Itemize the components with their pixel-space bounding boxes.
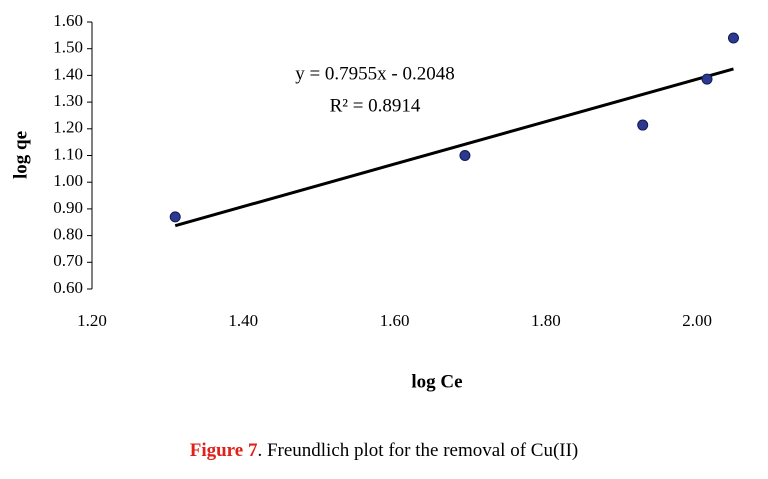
caption: Figure 7. Freundlich plot for the remova… <box>0 440 768 462</box>
x-tick-label: 1.40 <box>228 311 258 330</box>
y-tick-label: 1.50 <box>53 38 83 57</box>
y-tick-label: 0.80 <box>53 225 83 244</box>
x-axis-title: log Ce <box>411 371 462 392</box>
trendline <box>174 67 734 228</box>
y-tick-label: 0.60 <box>53 278 83 297</box>
y-tick-label: 1.10 <box>53 144 83 163</box>
y-tick-label: 1.30 <box>53 91 83 110</box>
y-tick-label: 1.60 <box>53 11 83 30</box>
data-point <box>727 32 739 44</box>
data-point <box>701 73 713 85</box>
y-axis-title: log qe <box>10 131 31 179</box>
x-tick-label: 1.20 <box>77 311 107 330</box>
x-tick-label: 2.00 <box>682 311 712 330</box>
x-tick-label: 1.80 <box>531 311 561 330</box>
y-tick-label: 1.00 <box>53 171 83 190</box>
y-tick-label: 0.70 <box>53 251 83 270</box>
caption-text: . Freundlich plot for the removal of Cu(… <box>257 440 579 461</box>
data-point <box>459 150 471 161</box>
x-tick-label: 1.60 <box>380 311 410 330</box>
data-point <box>637 119 649 131</box>
trendline-equation: y = 0.7955x - 0.2048 <box>295 63 455 84</box>
trendline-r2: R² = 0.8914 <box>330 95 421 116</box>
y-tick-label: 0.90 <box>53 198 83 217</box>
y-tick-label: 1.20 <box>53 118 83 137</box>
caption-label: Figure 7 <box>189 440 258 461</box>
chart: log Ce log qe y = 0.7955x - 0.2048 R² = … <box>10 11 739 392</box>
data-point <box>169 211 181 223</box>
y-tick-label: 1.40 <box>53 64 83 83</box>
